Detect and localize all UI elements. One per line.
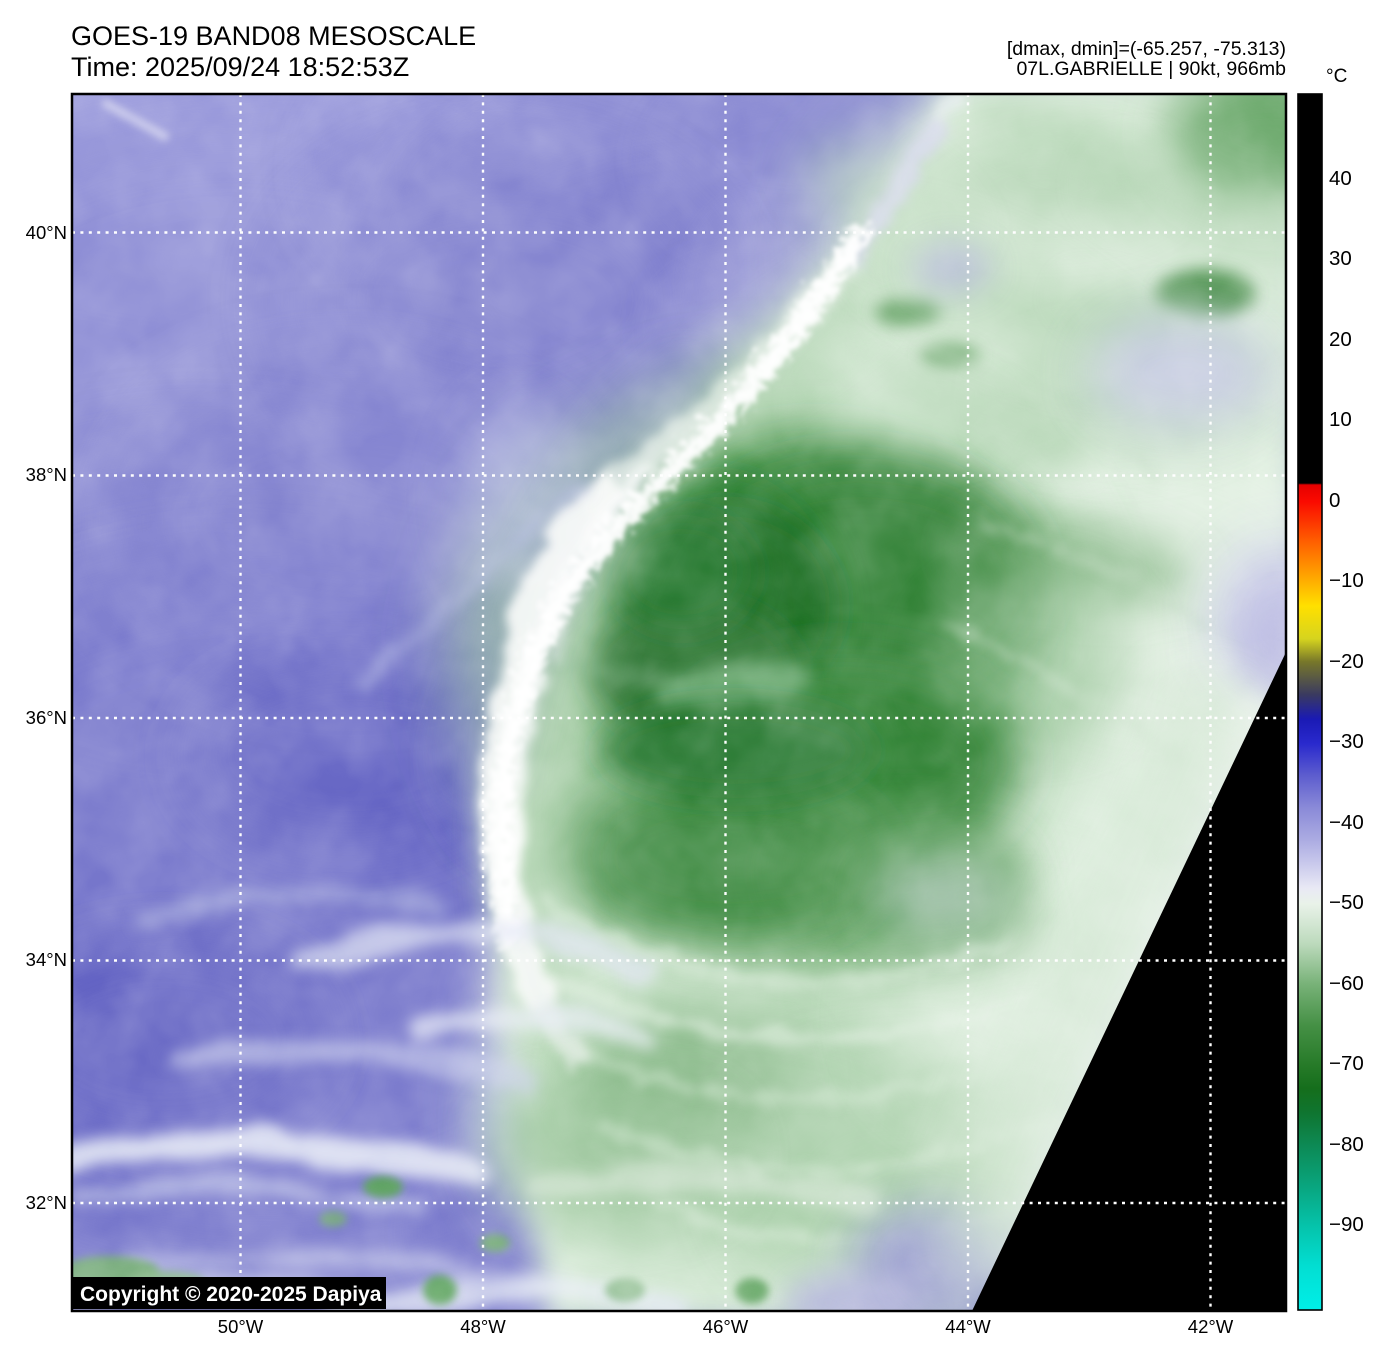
svg-text:−60: −60 xyxy=(1329,972,1364,995)
svg-text:50°W: 50°W xyxy=(218,1316,264,1337)
svg-text:−30: −30 xyxy=(1329,730,1364,753)
svg-text:°C: °C xyxy=(1326,66,1347,87)
svg-text:34°N: 34°N xyxy=(26,949,67,970)
svg-text:−70: −70 xyxy=(1329,1052,1364,1075)
svg-text:−20: −20 xyxy=(1329,650,1364,673)
svg-text:−90: −90 xyxy=(1329,1213,1364,1236)
svg-text:−10: −10 xyxy=(1329,569,1364,592)
svg-text:44°W: 44°W xyxy=(945,1316,991,1337)
svg-text:40: 40 xyxy=(1329,167,1352,190)
svg-text:38°N: 38°N xyxy=(26,464,67,485)
svg-text:0: 0 xyxy=(1329,489,1340,512)
svg-text:46°W: 46°W xyxy=(703,1316,749,1337)
svg-text:40°N: 40°N xyxy=(26,222,67,243)
svg-text:32°N: 32°N xyxy=(26,1192,67,1213)
svg-text:07L.GABRIELLE | 90kt, 966mb: 07L.GABRIELLE | 90kt, 966mb xyxy=(1016,58,1286,80)
svg-text:Time: 2025/09/24 18:52:53Z: Time: 2025/09/24 18:52:53Z xyxy=(71,52,409,82)
svg-text:20: 20 xyxy=(1329,328,1352,351)
svg-text:[dmax, dmin]=(-65.257, -75.313: [dmax, dmin]=(-65.257, -75.313) xyxy=(1007,38,1286,60)
svg-text:Copyright © 2020-2025 Dapiya: Copyright © 2020-2025 Dapiya xyxy=(80,1283,382,1306)
svg-text:GOES-19 BAND08 MESOSCALE: GOES-19 BAND08 MESOSCALE xyxy=(71,21,476,51)
svg-text:10: 10 xyxy=(1329,408,1352,431)
svg-text:−80: −80 xyxy=(1329,1133,1364,1156)
svg-text:42°W: 42°W xyxy=(1188,1316,1234,1337)
svg-text:30: 30 xyxy=(1329,247,1352,270)
svg-text:−40: −40 xyxy=(1329,811,1364,834)
svg-text:36°N: 36°N xyxy=(26,707,67,728)
svg-text:48°W: 48°W xyxy=(460,1316,506,1337)
svg-text:−50: −50 xyxy=(1329,891,1364,914)
